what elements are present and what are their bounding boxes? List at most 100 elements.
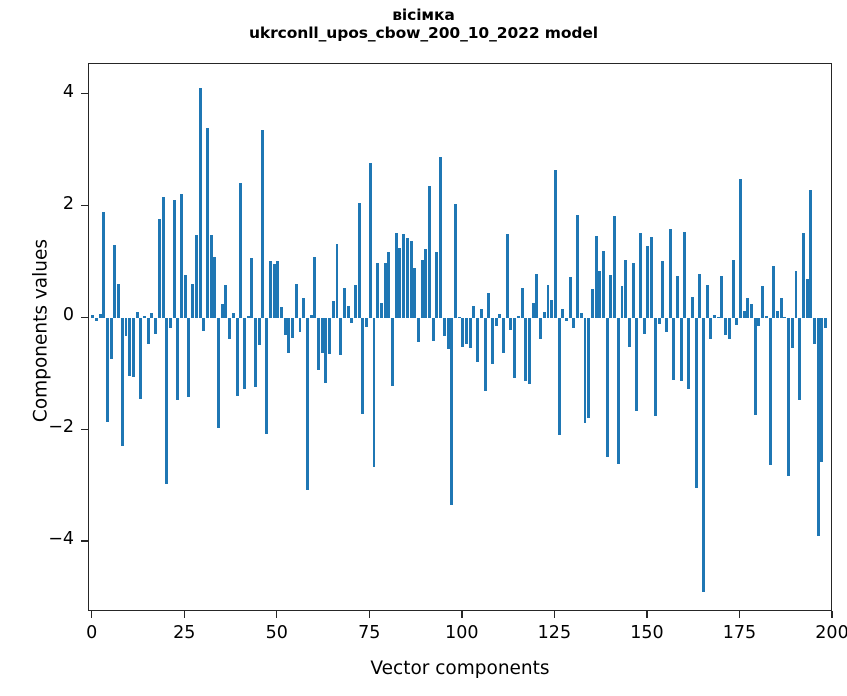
x-tick-mark bbox=[738, 611, 741, 618]
bar bbox=[328, 318, 332, 355]
bar bbox=[613, 215, 617, 319]
bar bbox=[816, 318, 820, 536]
chart-title: вісімка ukrconll_upos_cbow_200_10_2022 m… bbox=[0, 6, 847, 43]
bar bbox=[287, 318, 291, 354]
bar bbox=[690, 297, 694, 319]
bar bbox=[624, 259, 628, 319]
x-tick-label: 75 bbox=[358, 623, 381, 643]
bar bbox=[250, 258, 254, 319]
bar bbox=[242, 318, 246, 390]
y-tick-mark bbox=[81, 204, 88, 207]
bar bbox=[487, 292, 491, 319]
bar bbox=[372, 318, 376, 468]
x-tick-label: 200 bbox=[815, 623, 847, 643]
bar bbox=[490, 318, 494, 365]
bar bbox=[202, 318, 206, 331]
bar bbox=[716, 316, 720, 319]
bar bbox=[439, 157, 443, 319]
bar bbox=[801, 232, 805, 319]
x-tick-label: 50 bbox=[265, 623, 288, 643]
bar bbox=[646, 246, 650, 319]
bar bbox=[291, 318, 295, 338]
bar bbox=[609, 275, 613, 319]
bar bbox=[653, 318, 657, 416]
bar bbox=[742, 310, 746, 319]
bar bbox=[357, 203, 361, 319]
bar bbox=[106, 318, 109, 423]
bar bbox=[720, 276, 724, 319]
bar bbox=[753, 318, 757, 416]
bar bbox=[701, 318, 705, 592]
bar bbox=[335, 244, 339, 319]
bar bbox=[531, 302, 535, 319]
bar bbox=[783, 317, 787, 319]
bar bbox=[635, 318, 639, 412]
bar bbox=[139, 318, 143, 399]
bar bbox=[472, 306, 476, 319]
bar bbox=[579, 312, 583, 319]
x-tick-mark bbox=[368, 611, 370, 618]
bar bbox=[294, 283, 298, 319]
bar bbox=[354, 284, 357, 319]
bar bbox=[687, 318, 691, 389]
bar bbox=[498, 313, 502, 319]
x-tick-mark bbox=[831, 611, 833, 618]
bar bbox=[598, 271, 602, 319]
bar bbox=[731, 260, 735, 319]
bar bbox=[594, 235, 598, 319]
bar bbox=[220, 304, 224, 319]
bar bbox=[131, 318, 135, 378]
bar bbox=[246, 315, 250, 319]
bar bbox=[176, 318, 180, 400]
bar bbox=[468, 318, 472, 349]
bar bbox=[587, 318, 591, 418]
bar bbox=[183, 274, 187, 319]
bar bbox=[516, 315, 520, 319]
bar bbox=[213, 256, 217, 319]
bar bbox=[639, 232, 642, 319]
bar bbox=[713, 315, 717, 319]
bar bbox=[361, 318, 365, 415]
bar bbox=[324, 318, 328, 384]
bar bbox=[172, 199, 176, 319]
bar bbox=[790, 318, 794, 349]
bar bbox=[576, 214, 580, 319]
bar bbox=[805, 278, 809, 319]
bar bbox=[824, 318, 828, 329]
y-tick-mark bbox=[81, 540, 88, 542]
bar bbox=[387, 252, 391, 319]
y-tick-label: −4 bbox=[48, 529, 74, 550]
bar bbox=[735, 318, 739, 326]
bar bbox=[764, 315, 768, 319]
x-tick-label: 175 bbox=[722, 623, 757, 643]
bar bbox=[627, 318, 631, 348]
bar bbox=[557, 318, 561, 435]
bar bbox=[402, 233, 406, 319]
bar bbox=[453, 204, 457, 319]
bar bbox=[727, 318, 731, 340]
bar bbox=[376, 262, 380, 319]
bar bbox=[676, 276, 679, 319]
bar bbox=[91, 315, 95, 319]
bar bbox=[535, 273, 539, 319]
bar bbox=[757, 318, 761, 326]
bar bbox=[502, 318, 506, 353]
x-tick-label: 150 bbox=[630, 623, 664, 643]
bar bbox=[187, 318, 191, 397]
bar bbox=[268, 260, 272, 319]
bar bbox=[198, 88, 202, 319]
bar bbox=[724, 318, 728, 335]
bar bbox=[194, 234, 198, 319]
bar bbox=[479, 308, 483, 319]
bar bbox=[398, 247, 402, 319]
bar bbox=[180, 194, 183, 319]
bar bbox=[416, 318, 420, 342]
bar bbox=[738, 179, 742, 319]
bar bbox=[605, 318, 609, 457]
bar bbox=[657, 318, 661, 324]
bar bbox=[257, 318, 261, 345]
bar bbox=[465, 318, 469, 345]
y-tick-label: −2 bbox=[48, 417, 74, 438]
bar bbox=[483, 318, 487, 391]
y-tick-label: 2 bbox=[62, 193, 74, 214]
